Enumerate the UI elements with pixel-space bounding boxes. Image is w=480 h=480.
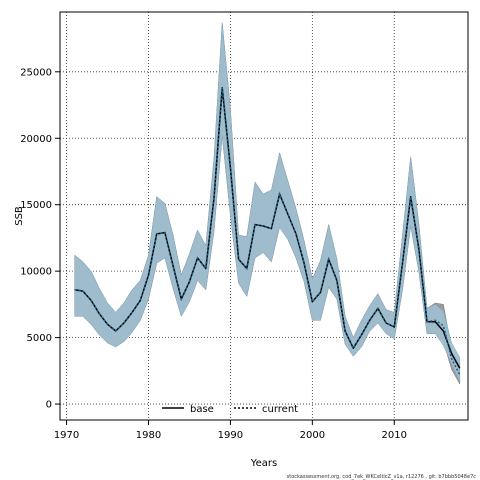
x-tick-label: 1980 <box>136 430 161 441</box>
y-tick-label: 25000 <box>20 67 52 78</box>
line-current <box>74 87 461 376</box>
x-tick-label: 1970 <box>54 430 79 441</box>
x-tick-label: 1990 <box>218 430 243 441</box>
y-tick-label: 10000 <box>20 267 52 278</box>
legend-current-label: current <box>262 404 298 415</box>
y-tick-label: 0 <box>46 400 52 411</box>
y-axis-ticks: 0 5000 10000 15000 20000 25000 <box>20 67 60 411</box>
y-tick-label: 5000 <box>27 333 52 344</box>
plot-frame <box>59 11 469 421</box>
series-lines <box>74 87 461 376</box>
x-tick-label: 2010 <box>382 430 407 441</box>
x-axis-ticks: 1970 1980 1990 2000 2010 <box>54 420 407 441</box>
x-tick-label: 2000 <box>300 430 325 441</box>
y-tick-label: 20000 <box>20 134 52 145</box>
x-axis-title: Years <box>250 458 277 469</box>
legend-base-label: base <box>190 404 214 415</box>
y-axis-title: SSB <box>14 206 25 226</box>
y-tick-label: 15000 <box>20 200 52 211</box>
legend: base current <box>162 404 298 415</box>
band-base <box>74 22 461 382</box>
confidence-bands <box>74 22 461 386</box>
source-caption: stockassessment.org, cod_7ek_WKCelticZ_v… <box>287 474 477 480</box>
